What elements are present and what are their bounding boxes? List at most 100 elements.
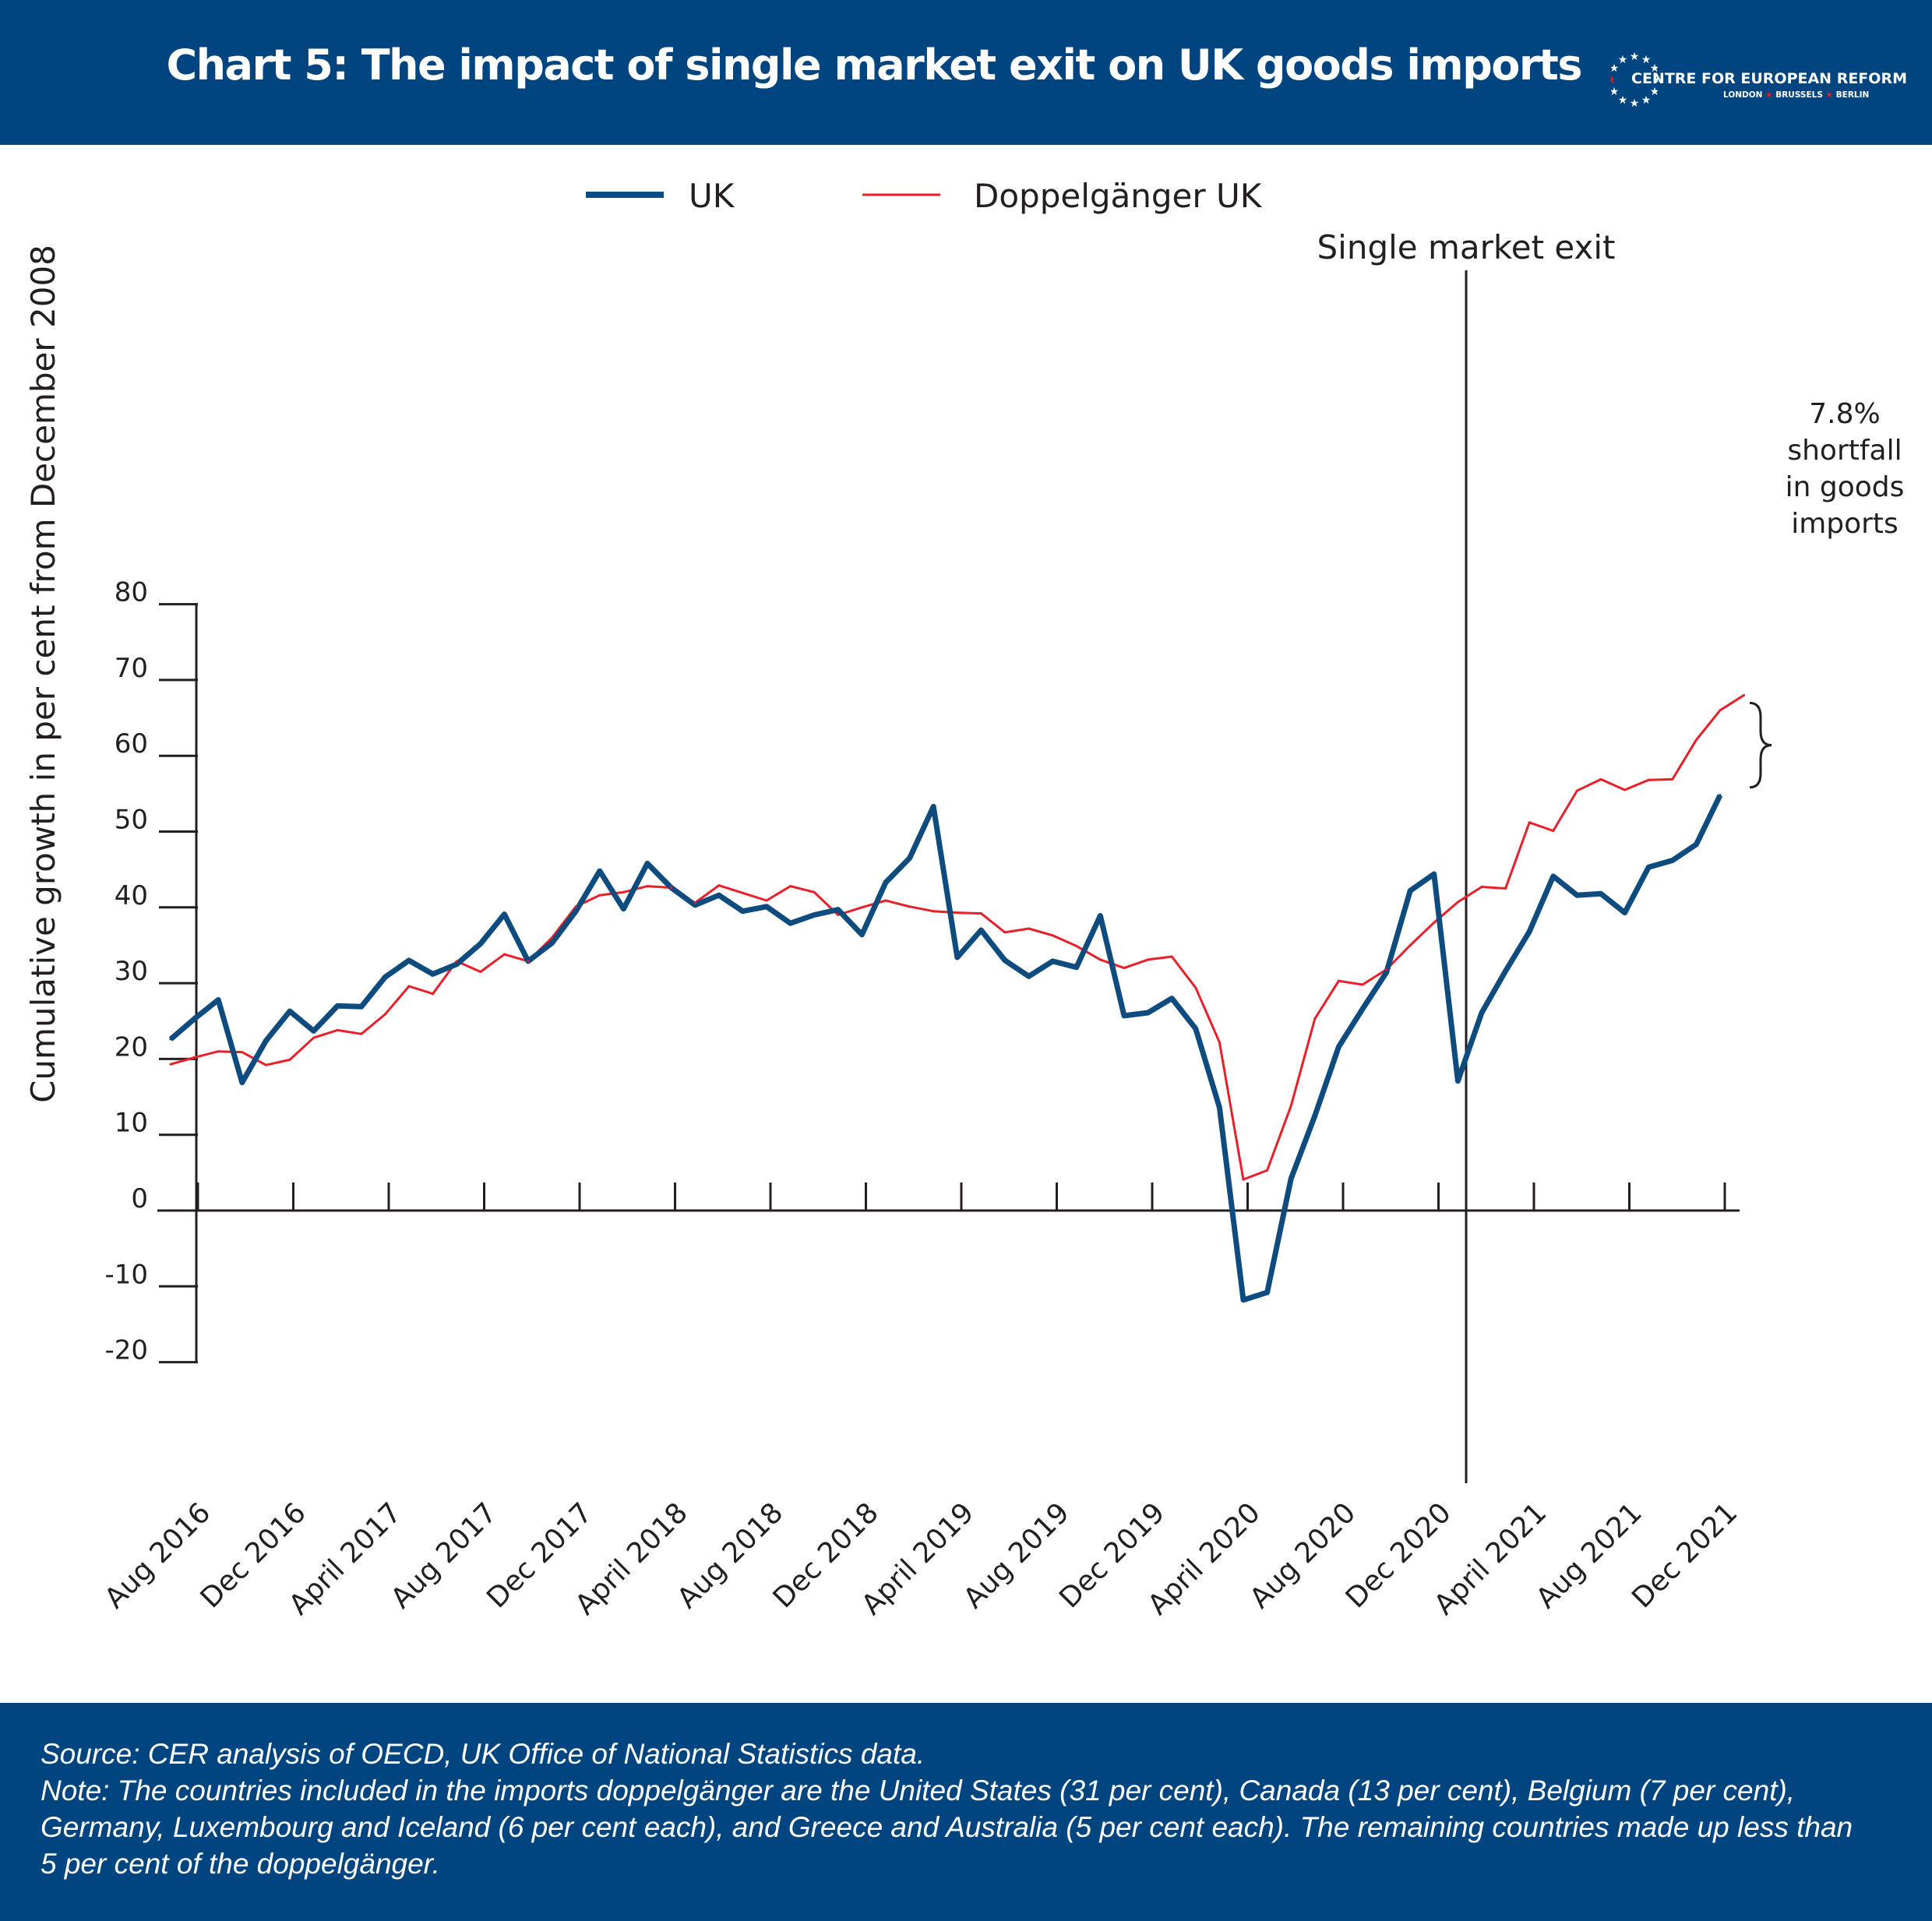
data-point-uk (289, 1010, 291, 1013)
data-point-uk (766, 905, 768, 908)
chart-title: Chart 5: The impact of single market exi… (0, 41, 1581, 90)
data-point-doppelganger-uk (885, 900, 887, 902)
data-point-uk (1624, 911, 1626, 914)
shortfall-annotation: 7.8% shortfall in goods imports (1786, 398, 1905, 540)
data-point-doppelganger-uk (1624, 789, 1626, 791)
data-point-doppelganger-uk (861, 906, 863, 908)
data-point-doppelganger-uk (1218, 1042, 1221, 1044)
data-point-doppelganger-uk (1385, 968, 1387, 971)
data-point-doppelganger-uk (1123, 967, 1126, 969)
data-point-doppelganger-uk (1504, 887, 1507, 890)
data-point-uk (1171, 997, 1173, 999)
shortfall-line-2: shortfall (1787, 435, 1902, 467)
data-point-doppelganger-uk (1648, 779, 1650, 781)
data-point-doppelganger-uk (789, 885, 791, 887)
data-point-doppelganger-uk (694, 902, 696, 904)
logo-city-london: LONDON (1723, 90, 1762, 100)
logo-star-icon: ★ (1618, 53, 1628, 65)
footer-text: Source: CER analysis of OECD, UK Office … (41, 1736, 1910, 1882)
data-point-doppelganger-uk (1409, 944, 1412, 946)
data-point-doppelganger-uk (1171, 956, 1173, 958)
data-point-uk (1362, 1008, 1364, 1010)
data-point-doppelganger-uk (1243, 1179, 1245, 1181)
data-point-doppelganger-uk (503, 953, 506, 956)
data-point-uk (432, 973, 434, 975)
data-point-uk (1290, 1178, 1292, 1180)
data-point-uk (1719, 794, 1722, 796)
data-point-doppelganger-uk (1362, 984, 1364, 986)
data-point-uk (360, 1006, 362, 1008)
data-point-uk (742, 910, 744, 912)
data-point-uk (1266, 1292, 1268, 1294)
data-point-doppelganger-uk (622, 891, 625, 894)
data-point-uk (813, 914, 816, 916)
data-point-uk (1218, 1106, 1221, 1109)
data-point-doppelganger-uk (742, 892, 744, 894)
data-point-uk (1552, 875, 1554, 877)
data-point-uk (503, 913, 506, 915)
data-point-doppelganger-uk (265, 1064, 267, 1066)
data-point-doppelganger-uk (312, 1037, 315, 1039)
note-line-2: Germany, Luxembourg and Iceland (6 per c… (41, 1809, 1910, 1845)
shortfall-line-4: imports (1791, 508, 1899, 540)
data-point-uk (647, 862, 649, 865)
data-point-doppelganger-uk (1338, 980, 1340, 982)
data-point-uk (1409, 890, 1412, 892)
logo-star-icon: ★ (1630, 50, 1640, 62)
y-tick-label: 70 (115, 653, 148, 684)
data-point-doppelganger-uk (1528, 821, 1531, 823)
data-point-uk (980, 929, 982, 932)
logo-star-icon: ★ (1641, 93, 1652, 106)
note-line-1: Note: The countries included in the impo… (41, 1772, 1910, 1809)
y-axis: 80706050403020100-10-20 (104, 577, 198, 1366)
series-line-doppelganger-uk (171, 695, 1744, 1179)
legend: UK Doppelgänger UK (586, 177, 1263, 215)
footer-band: Source: CER analysis of OECD, UK Office … (0, 1703, 1932, 1921)
data-point-doppelganger-uk (1433, 922, 1435, 924)
data-point-doppelganger-uk (479, 971, 481, 973)
data-point-uk (1099, 915, 1102, 917)
data-point-uk (1433, 873, 1435, 876)
data-point-doppelganger-uk (1194, 986, 1197, 989)
data-point-doppelganger-uk (1147, 958, 1149, 960)
logo-star-icon: ★ (1611, 85, 1619, 97)
data-point-doppelganger-uk (193, 1056, 196, 1059)
y-tick-label: -10 (104, 1259, 148, 1290)
y-tick-label: 20 (115, 1031, 148, 1063)
data-point-uk (1194, 1027, 1197, 1030)
data-point-uk (622, 908, 625, 910)
data-point-uk (1648, 866, 1650, 869)
data-point-uk (408, 959, 411, 961)
data-point-uk (1004, 959, 1007, 961)
data-point-doppelganger-uk (1552, 830, 1554, 832)
line-chart: UK Doppelgänger UK Cumulative growth in … (0, 145, 1932, 1703)
data-point-doppelganger-uk (1075, 945, 1077, 947)
data-point-uk (575, 910, 577, 912)
data-point-doppelganger-uk (217, 1050, 220, 1052)
data-point-uk (1695, 844, 1698, 846)
data-point-uk (956, 957, 958, 959)
data-point-doppelganger-uk (1457, 901, 1459, 904)
data-point-doppelganger-uk (551, 936, 553, 939)
data-point-uk (456, 963, 458, 965)
data-point-doppelganger-uk (837, 914, 839, 916)
single-market-exit-label: Single market exit (1317, 228, 1616, 266)
data-point-uk (789, 922, 791, 925)
data-point-doppelganger-uk (1743, 694, 1745, 696)
logo-star-icon: ★ (1611, 73, 1616, 86)
legend-uk-label: UK (689, 177, 735, 215)
data-point-doppelganger-uk (598, 894, 601, 897)
data-point-doppelganger-uk (1481, 886, 1483, 888)
data-point-uk (312, 1030, 315, 1032)
data-point-uk (1481, 1012, 1483, 1014)
source-line: Source: CER analysis of OECD, UK Office … (41, 1736, 1910, 1772)
data-point-doppelganger-uk (1266, 1169, 1268, 1172)
cer-logo: ★★★★★★★★★★★★ CENTRE FOR EUROPEAN REFORM … (1611, 37, 1907, 123)
data-point-doppelganger-uk (813, 891, 816, 894)
data-point-doppelganger-uk (384, 1013, 386, 1016)
y-tick-label: -20 (104, 1335, 148, 1366)
data-point-uk (1528, 930, 1531, 932)
y-tick-label: 30 (115, 956, 148, 987)
logo-cities: LONDON ★ BRUSSELS ★ BERLIN (1723, 90, 1869, 100)
data-point-uk (1576, 894, 1578, 897)
